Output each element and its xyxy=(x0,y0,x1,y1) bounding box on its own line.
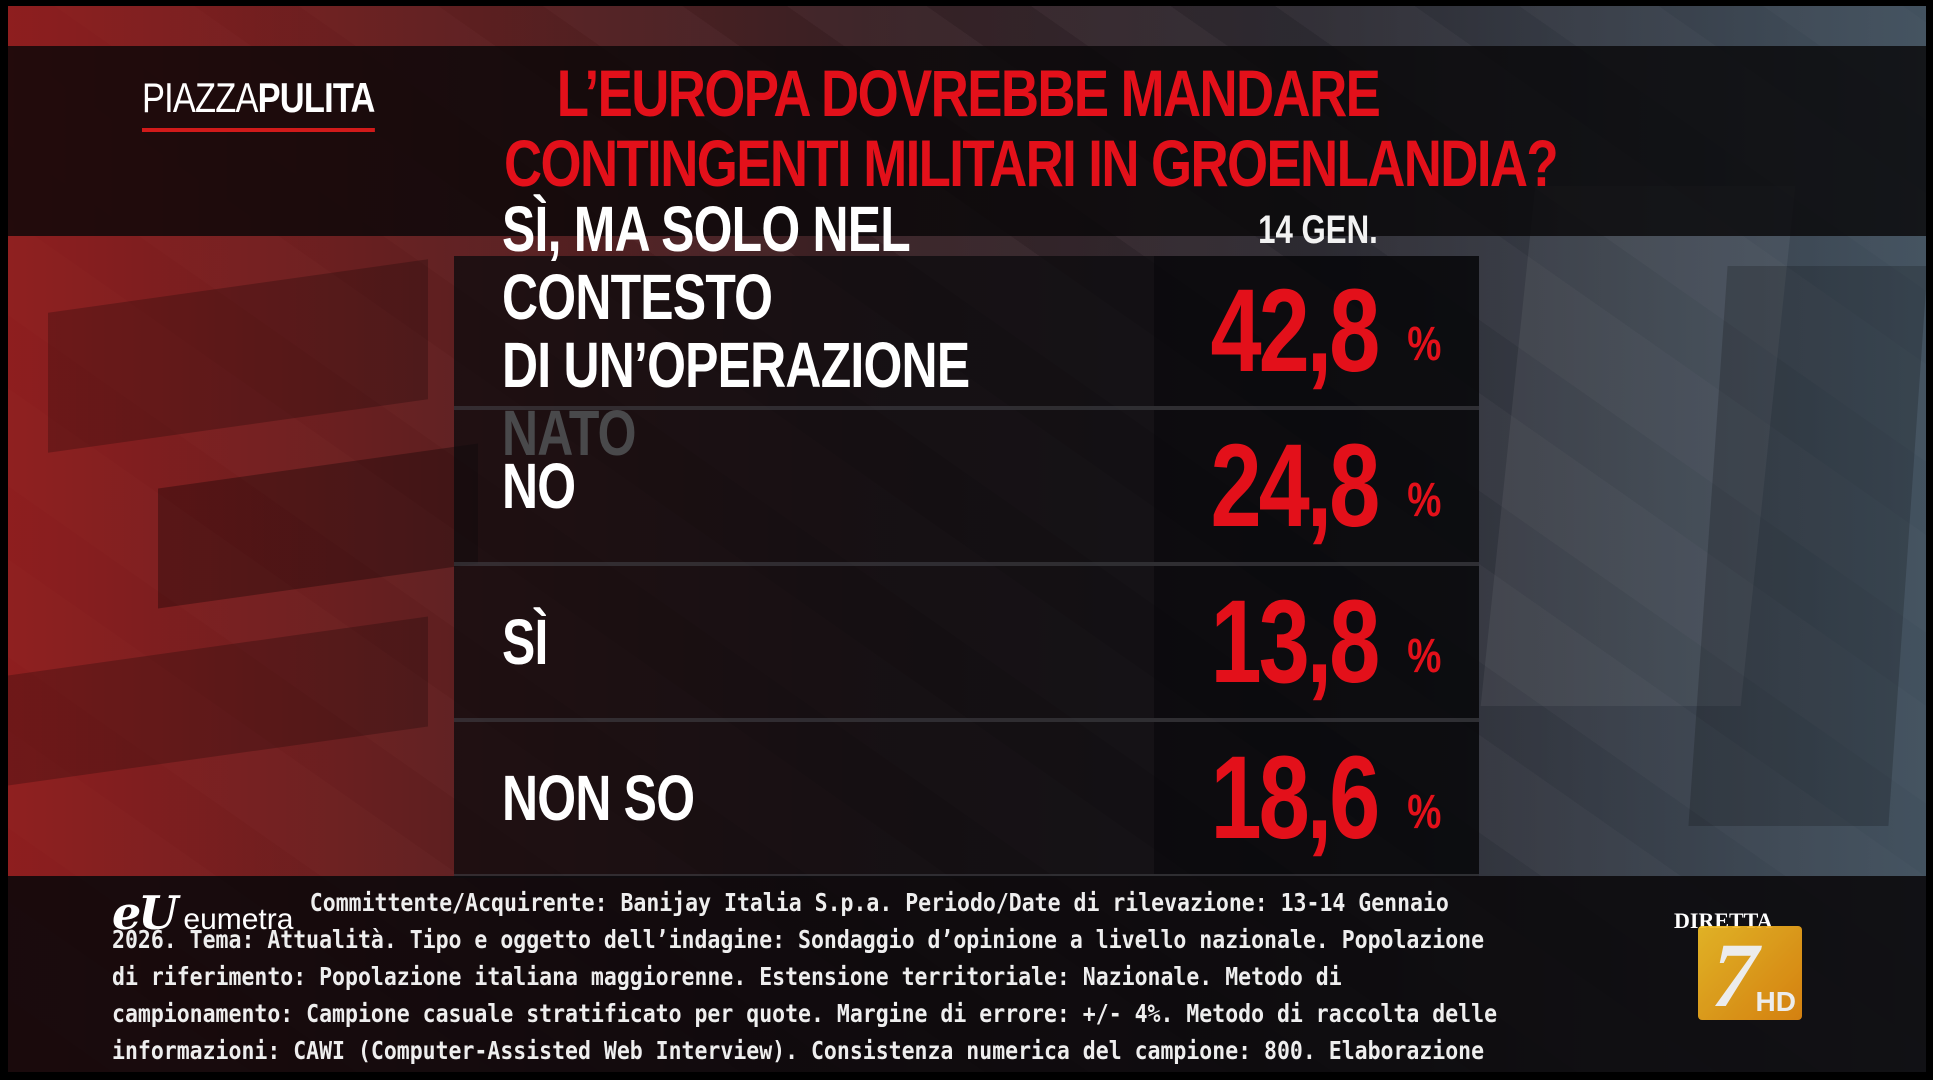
answer-label: NON SO xyxy=(502,762,695,834)
answer-label: SÌ xyxy=(502,606,548,678)
channel-logo: 7 HD xyxy=(1698,924,1802,1026)
answer-percentage: 13,8 xyxy=(1210,576,1381,708)
methodology-footnote: Committente/Acquirente: Banijay Italia S… xyxy=(112,888,1498,1065)
poll-question-title: L’EUROPA DOVREBBE MANDARE CONTINGENTI MI… xyxy=(388,56,1559,200)
value-cell: 18,6% xyxy=(1154,722,1479,874)
value-cell: 13,8% xyxy=(1154,566,1479,718)
hd-label: HD xyxy=(1755,986,1796,1017)
show-logo-left: PIAZZA xyxy=(142,74,258,121)
value-cell: 24,8% xyxy=(1154,410,1479,562)
eumetra-mark: eU xyxy=(112,886,178,940)
percent-sign: % xyxy=(1407,474,1442,527)
title-line-1: L’EUROPA DOVREBBE MANDARE xyxy=(556,56,1381,130)
answer-percentage: 18,6 xyxy=(1210,732,1381,864)
percent-sign: % xyxy=(1407,786,1442,839)
answer-percentage: 24,8 xyxy=(1210,420,1381,552)
show-logo-right: PULITA xyxy=(257,74,376,121)
answer-percentage: 42,8 xyxy=(1210,265,1381,397)
result-row: NO 24,8% xyxy=(454,410,1479,566)
title-line-2: CONTINGENTI MILITARI IN GROENLANDIA? xyxy=(504,126,1559,200)
value-cell: 42,8% xyxy=(1154,256,1479,406)
results-table: SÌ, MA SOLO NEL CONTESTO DI UN’OPERAZION… xyxy=(454,195,1479,878)
result-row: SÌ, MA SOLO NEL CONTESTO DI UN’OPERAZION… xyxy=(454,195,1479,467)
answer-label: SÌ, MA SOLO NEL CONTESTO DI UN’OPERAZION… xyxy=(502,195,970,467)
result-row: SÌ 13,8% xyxy=(454,566,1479,722)
eumetra-name: eumetra xyxy=(183,903,294,936)
result-row: NON SO 18,6% xyxy=(454,722,1479,878)
background-shape xyxy=(48,259,428,453)
percent-sign: % xyxy=(1407,318,1442,371)
background-shape xyxy=(158,443,478,609)
background-shape xyxy=(1688,266,1926,826)
broadcast-graphic: PIAZZAPULITA L’EUROPA DOVREBBE MANDARE C… xyxy=(8,6,1926,1072)
answer-label: NO xyxy=(502,450,576,522)
footer-band xyxy=(8,876,1926,1072)
background-shape xyxy=(8,616,428,786)
percent-sign: % xyxy=(1407,630,1442,683)
show-logo: PIAZZAPULITA xyxy=(142,74,375,132)
eumetra-logo: eU eumetra xyxy=(112,886,293,940)
column-header-date: 14 GEN. xyxy=(1258,208,1378,252)
header-band xyxy=(8,46,1926,236)
